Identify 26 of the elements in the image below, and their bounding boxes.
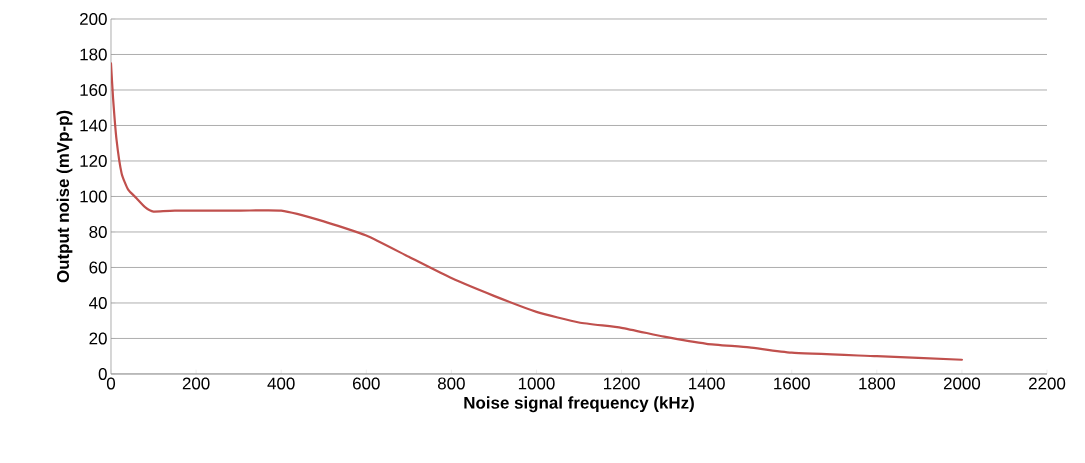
y-tick-label: 60 xyxy=(89,261,107,274)
x-tick-label: 2000 xyxy=(943,377,981,390)
x-tick-label: 0 xyxy=(106,377,116,390)
y-tick-label: 40 xyxy=(89,296,107,309)
x-axis-title: Noise signal frequency (kHz) xyxy=(464,396,694,413)
x-tick-label: 1600 xyxy=(774,377,810,390)
y-tick-label: 20 xyxy=(89,332,107,345)
y-tick-label: 180 xyxy=(80,48,107,61)
y-tick-label: 80 xyxy=(89,225,107,238)
line-series xyxy=(110,62,964,361)
y-axis-title: Output noise (mVp-p) xyxy=(56,110,73,283)
y-tick-label: 120 xyxy=(80,155,107,167)
x-tick-label: 1400 xyxy=(689,377,725,390)
x-tick-label: 600 xyxy=(353,377,380,390)
x-tick-label: 2200 xyxy=(1029,377,1066,390)
x-tick-label: 1800 xyxy=(859,377,895,390)
y-tick-label: 0 xyxy=(98,367,107,380)
y-tick-label: 100 xyxy=(80,190,107,203)
x-tick-label: 800 xyxy=(437,377,465,390)
y-tick-label: 160 xyxy=(80,84,107,97)
x-tick-label: 200 xyxy=(182,377,210,390)
x-tick-label: 400 xyxy=(267,377,295,390)
y-tick-label: 140 xyxy=(80,119,107,132)
y-tick-label: 200 xyxy=(80,13,107,26)
x-tick-label: 1200 xyxy=(604,377,640,390)
x-tick-label: 1000 xyxy=(518,377,555,390)
